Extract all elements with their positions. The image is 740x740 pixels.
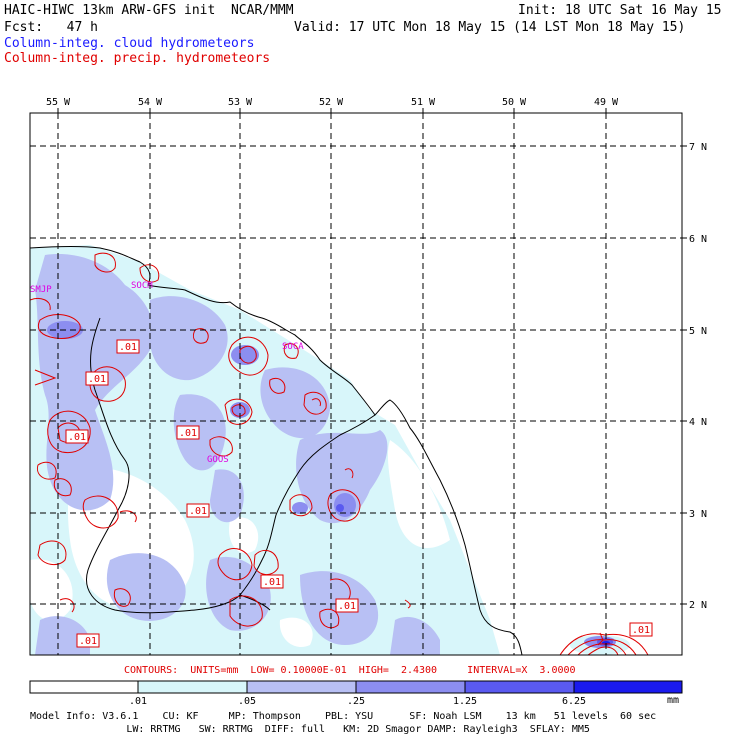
- station-smjp: SMJP: [30, 285, 52, 295]
- forecast-hour: Fcst: 47 h: [4, 20, 98, 35]
- colorbar-segment: [30, 681, 138, 693]
- lon-label: 53 W: [228, 97, 253, 108]
- svg-text:.01: .01: [338, 601, 356, 612]
- lat-label: 4 N: [689, 417, 707, 428]
- model-info-line1: Model Info: V3.6.1 CU: KF MP: Thompson P…: [30, 711, 657, 722]
- map-frame: [29, 112, 683, 656]
- colorbar-segment: [465, 681, 574, 693]
- legend-cloud-hydrometeors: Column-integ. cloud hydrometeors: [4, 36, 255, 51]
- colorbar-segment: [356, 681, 465, 693]
- colorbar-tick: .01: [128, 696, 148, 707]
- contour-label: .01: [176, 425, 200, 440]
- contour-label: .01: [186, 503, 210, 518]
- contour-label: .01: [260, 574, 284, 589]
- colorbar-tick: 1.25: [452, 696, 478, 707]
- shaded-field: [30, 113, 682, 655]
- station-labels: SMJP SOCM SOCA GOOS: [30, 281, 304, 465]
- contour-label: .01: [76, 633, 100, 648]
- lat-label: 2 N: [689, 600, 707, 611]
- station-goos: GOOS: [207, 455, 229, 465]
- graticule: [30, 113, 682, 655]
- lon-label: 51 W: [411, 97, 436, 108]
- svg-text:.01: .01: [263, 577, 281, 588]
- lat-label: 6 N: [689, 234, 707, 245]
- colorbar: [29, 680, 683, 694]
- lon-label: 49 W: [594, 97, 619, 108]
- contour-label: .01: [85, 371, 109, 386]
- precip-contours: [30, 252, 649, 655]
- colorbar-segment: [574, 681, 682, 693]
- colorbar-tick: 6.25: [561, 696, 587, 707]
- init-time: Init: 18 UTC Sat 16 May 15: [518, 3, 722, 18]
- station-soca: SOCA: [282, 342, 304, 352]
- svg-text:.01: .01: [68, 432, 86, 443]
- lon-label: 52 W: [319, 97, 344, 108]
- station-socm: SOCM: [131, 281, 153, 291]
- svg-text:.01: .01: [119, 342, 137, 353]
- svg-text:.01: .01: [179, 428, 197, 439]
- lon-labels: 55 W 54 W 53 W 52 W 51 W 50 W 49 W: [46, 97, 619, 108]
- colorbar-tick: .05: [237, 696, 257, 707]
- lat-label: 7 N: [689, 142, 707, 153]
- colorbar-unit: mm: [667, 695, 680, 706]
- svg-text:.01: .01: [189, 506, 207, 517]
- legend-precip-hydrometeors: Column-integ. precip. hydrometeors: [4, 51, 271, 66]
- colorbar-segment: [138, 681, 247, 693]
- contour-value-labels: .01 .01 .01 .01 .01 .01 .01 .01 .01: [65, 339, 653, 648]
- lat-label: 3 N: [689, 509, 707, 520]
- contours-info: CONTOURS: UNITS=mm LOW= 0.10000E-01 HIGH…: [124, 665, 576, 676]
- model-info-line2: LW: RRTMG SW: RRTMG DIFF: full KM: 2D Sm…: [30, 724, 590, 735]
- colorbar-tick: .25: [346, 696, 366, 707]
- model-title: HAIC-HIWC 13km ARW-GFS init NCAR/MMM: [4, 3, 294, 18]
- lat-labels: 7 N 6 N 5 N 4 N 3 N 2 N: [689, 142, 707, 611]
- lon-label: 55 W: [46, 97, 71, 108]
- colorbar-segment: [247, 681, 356, 693]
- contour-label: .01: [629, 622, 653, 637]
- frame-ticks: [57, 108, 687, 605]
- svg-text:.01: .01: [79, 636, 97, 647]
- contour-label: .01: [65, 429, 89, 444]
- contour-label: .01: [335, 598, 359, 613]
- svg-text:.01: .01: [632, 625, 650, 636]
- contour-label: .01: [116, 339, 140, 354]
- valid-time: Valid: 17 UTC Mon 18 May 15 (14 LST Mon …: [294, 20, 686, 35]
- lon-label: 50 W: [502, 97, 527, 108]
- lat-label: 5 N: [689, 326, 707, 337]
- svg-text:.01: .01: [88, 374, 106, 385]
- lon-label: 54 W: [138, 97, 163, 108]
